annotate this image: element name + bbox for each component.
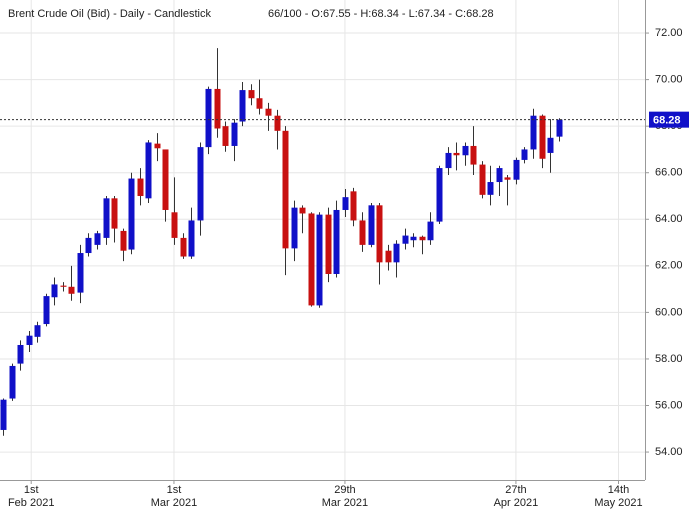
candle-body [445,152,452,169]
candle-body [111,198,118,229]
candle-body [26,335,33,345]
candle-body [385,250,392,263]
candle-body [256,98,263,109]
x-tick-label: 29th Mar 2021 [322,484,368,509]
candle-body [68,286,75,294]
candle-body [197,147,204,221]
candle-body [513,159,520,180]
candle-body [34,325,41,337]
candle-body [504,177,511,180]
candle-body [85,237,92,254]
last-price-label: 68.28 [653,115,681,127]
candle-body [188,220,195,257]
x-tick-label: 1st Mar 2021 [151,484,197,509]
y-tick-label: 70.00 [655,74,683,86]
chart-title: Brent Crude Oil (Bid) - Daily - Candlest… [8,8,211,20]
candle-body [291,207,298,249]
y-tick-label: 54.00 [655,446,683,458]
candle-body [103,198,110,238]
candle-body [17,344,24,364]
candle-body [462,145,469,156]
candle-body [51,284,58,298]
candle-body [180,237,187,257]
candle-body [154,143,161,149]
candle-body [94,233,101,245]
candle-body [419,236,426,241]
y-tick-label: 56.00 [655,399,683,411]
y-tick-label: 64.00 [655,213,683,225]
candle-body [547,137,554,153]
last-price-box [649,111,689,128]
candle-body [0,399,7,430]
candle-body [368,205,375,245]
candle-body [521,149,528,160]
candle-body [128,178,135,250]
candle-body [402,235,409,244]
y-tick-label: 58.00 [655,353,683,365]
candle-body [427,221,434,241]
ohlc-info: 66/100 - O:67.55 - H:68.34 - L:67.34 - C… [268,8,494,20]
candle-body [120,230,127,251]
candle-body [145,142,152,199]
candle-body [539,115,546,159]
candle-body [359,220,366,245]
candle-body [77,253,84,293]
candle-body [530,115,537,150]
candle-body [265,108,272,116]
candle-body [137,178,144,197]
candle-body [308,213,315,306]
candle-body [350,191,357,221]
candle-body [342,197,349,210]
y-tick-label: 60.00 [655,306,683,318]
candle-body [436,168,443,222]
candle-body [205,88,212,148]
candle-body [282,130,289,249]
candle-body [316,214,323,306]
candle-body [325,214,332,274]
candle-body [60,285,67,287]
candle-body [299,207,306,214]
candle-body [248,90,255,99]
candle-body [393,243,400,263]
candle-body [410,236,417,241]
candle-body [333,209,340,274]
candle-body [9,365,16,399]
candle-body [171,212,178,238]
candle-body [496,168,503,183]
x-tick-label: 27th Apr 2021 [494,484,539,509]
candle-body [214,88,221,129]
candle-body [556,119,563,137]
y-tick-label: 62.00 [655,260,683,272]
candle-body [487,182,494,195]
candle-body [479,164,486,195]
candle-body [222,126,229,146]
candles [0,48,563,436]
candle-body [43,296,50,325]
candle-body [239,90,246,122]
x-tick-label: 14th May 2021 [594,484,642,509]
candle-body [470,145,477,165]
candle-body [453,152,460,156]
candle-body [231,122,238,146]
x-tick-label: 1st Feb 2021 [8,484,54,509]
y-tick-label: 66.00 [655,167,683,179]
y-tick-label: 72.00 [655,27,683,39]
candle-body [274,115,281,131]
candle-body [162,149,169,210]
candle-body [376,205,383,263]
